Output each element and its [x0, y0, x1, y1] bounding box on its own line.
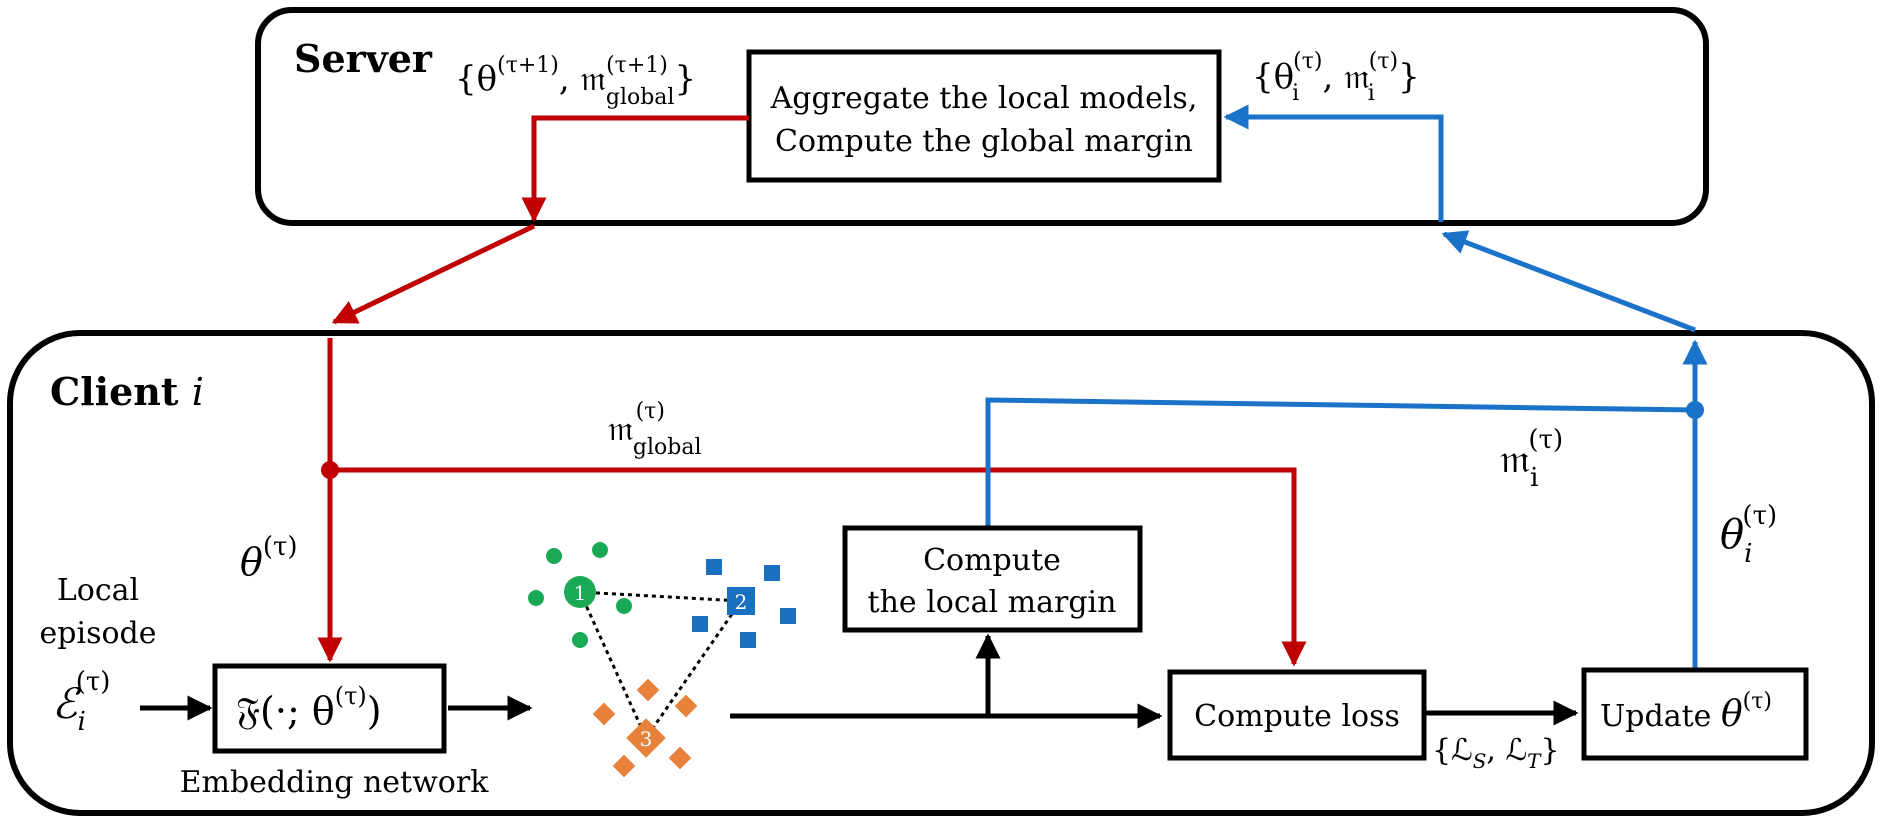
local-episode-line1: Local	[57, 573, 139, 608]
red-to-loss-path	[330, 467, 1307, 667]
server-container	[255, 7, 1709, 226]
loss-terms: {ℒS, ℒT}	[1432, 733, 1560, 773]
support-point-orange	[668, 746, 692, 770]
support-point-green	[546, 548, 562, 564]
compute-loss-text: Compute loss	[1194, 699, 1400, 734]
prototype-distance-line	[644, 600, 743, 739]
support-point-orange	[612, 754, 636, 778]
downlink-label: {θ(τ+1), 𝔪(τ+1) global}	[455, 53, 696, 110]
local-margin-line2: the local margin	[868, 585, 1117, 620]
client-container	[7, 330, 1875, 816]
prototype-2-label: 2	[735, 590, 748, 614]
compute-loss-box	[1167, 669, 1427, 761]
embedding-caption: Embedding network	[180, 765, 490, 800]
prototype-2	[727, 587, 755, 615]
support-point-blue	[706, 559, 722, 575]
local-margin-box	[842, 525, 1143, 633]
red-downlink-path	[521, 115, 749, 223]
update-box	[1581, 667, 1809, 761]
prototype-3-label: 3	[640, 727, 653, 751]
client-title: Client i	[50, 369, 204, 414]
theta-label: θ(τ)	[240, 532, 298, 584]
blue-margin-path	[985, 397, 1696, 528]
local-episode-line2: episode	[40, 616, 157, 651]
support-point-green	[572, 632, 588, 648]
blue-uplink-path	[1223, 104, 1444, 222]
support-point-blue	[764, 565, 780, 581]
prototype-distance-line	[579, 590, 742, 603]
blue-diagonal	[1441, 230, 1696, 333]
support-point-orange	[636, 678, 660, 702]
uplink-label: {θi(τ), 𝔪i(τ)}	[1252, 49, 1420, 106]
red-diagonal	[331, 223, 536, 325]
embedding-formula: 𝔉(·; θ(τ))	[236, 682, 382, 733]
support-point-green	[616, 598, 632, 614]
support-point-orange	[674, 694, 698, 718]
server-title: Server	[294, 36, 433, 81]
theta-i-label: θi(τ)	[1720, 501, 1777, 569]
aggregate-line2: Compute the global margin	[775, 124, 1193, 159]
support-point-blue	[740, 632, 756, 648]
aggregate-box	[746, 49, 1222, 183]
embedding-space: 1 2 3	[528, 542, 796, 778]
aggregate-line1: Aggregate the local models,	[770, 81, 1198, 116]
support-point-blue	[692, 616, 708, 632]
prototype-3	[626, 718, 666, 758]
prototype-1-label: 1	[574, 581, 587, 605]
update-text: Update θ(τ)	[1600, 689, 1772, 735]
support-point-green	[528, 590, 544, 606]
prototype-1	[564, 576, 596, 608]
support-point-orange	[592, 702, 616, 726]
embedding-box	[212, 663, 447, 754]
support-point-blue	[780, 608, 796, 624]
margin-global-label: 𝔪(τ) global	[608, 399, 702, 460]
prototype-distance-line	[578, 591, 648, 739]
episode-symbol: ℰi(τ)	[52, 667, 110, 737]
support-point-green	[592, 542, 608, 558]
local-margin-line1: Compute	[923, 543, 1061, 578]
margin-i-label: 𝔪i(τ)	[1500, 425, 1563, 493]
